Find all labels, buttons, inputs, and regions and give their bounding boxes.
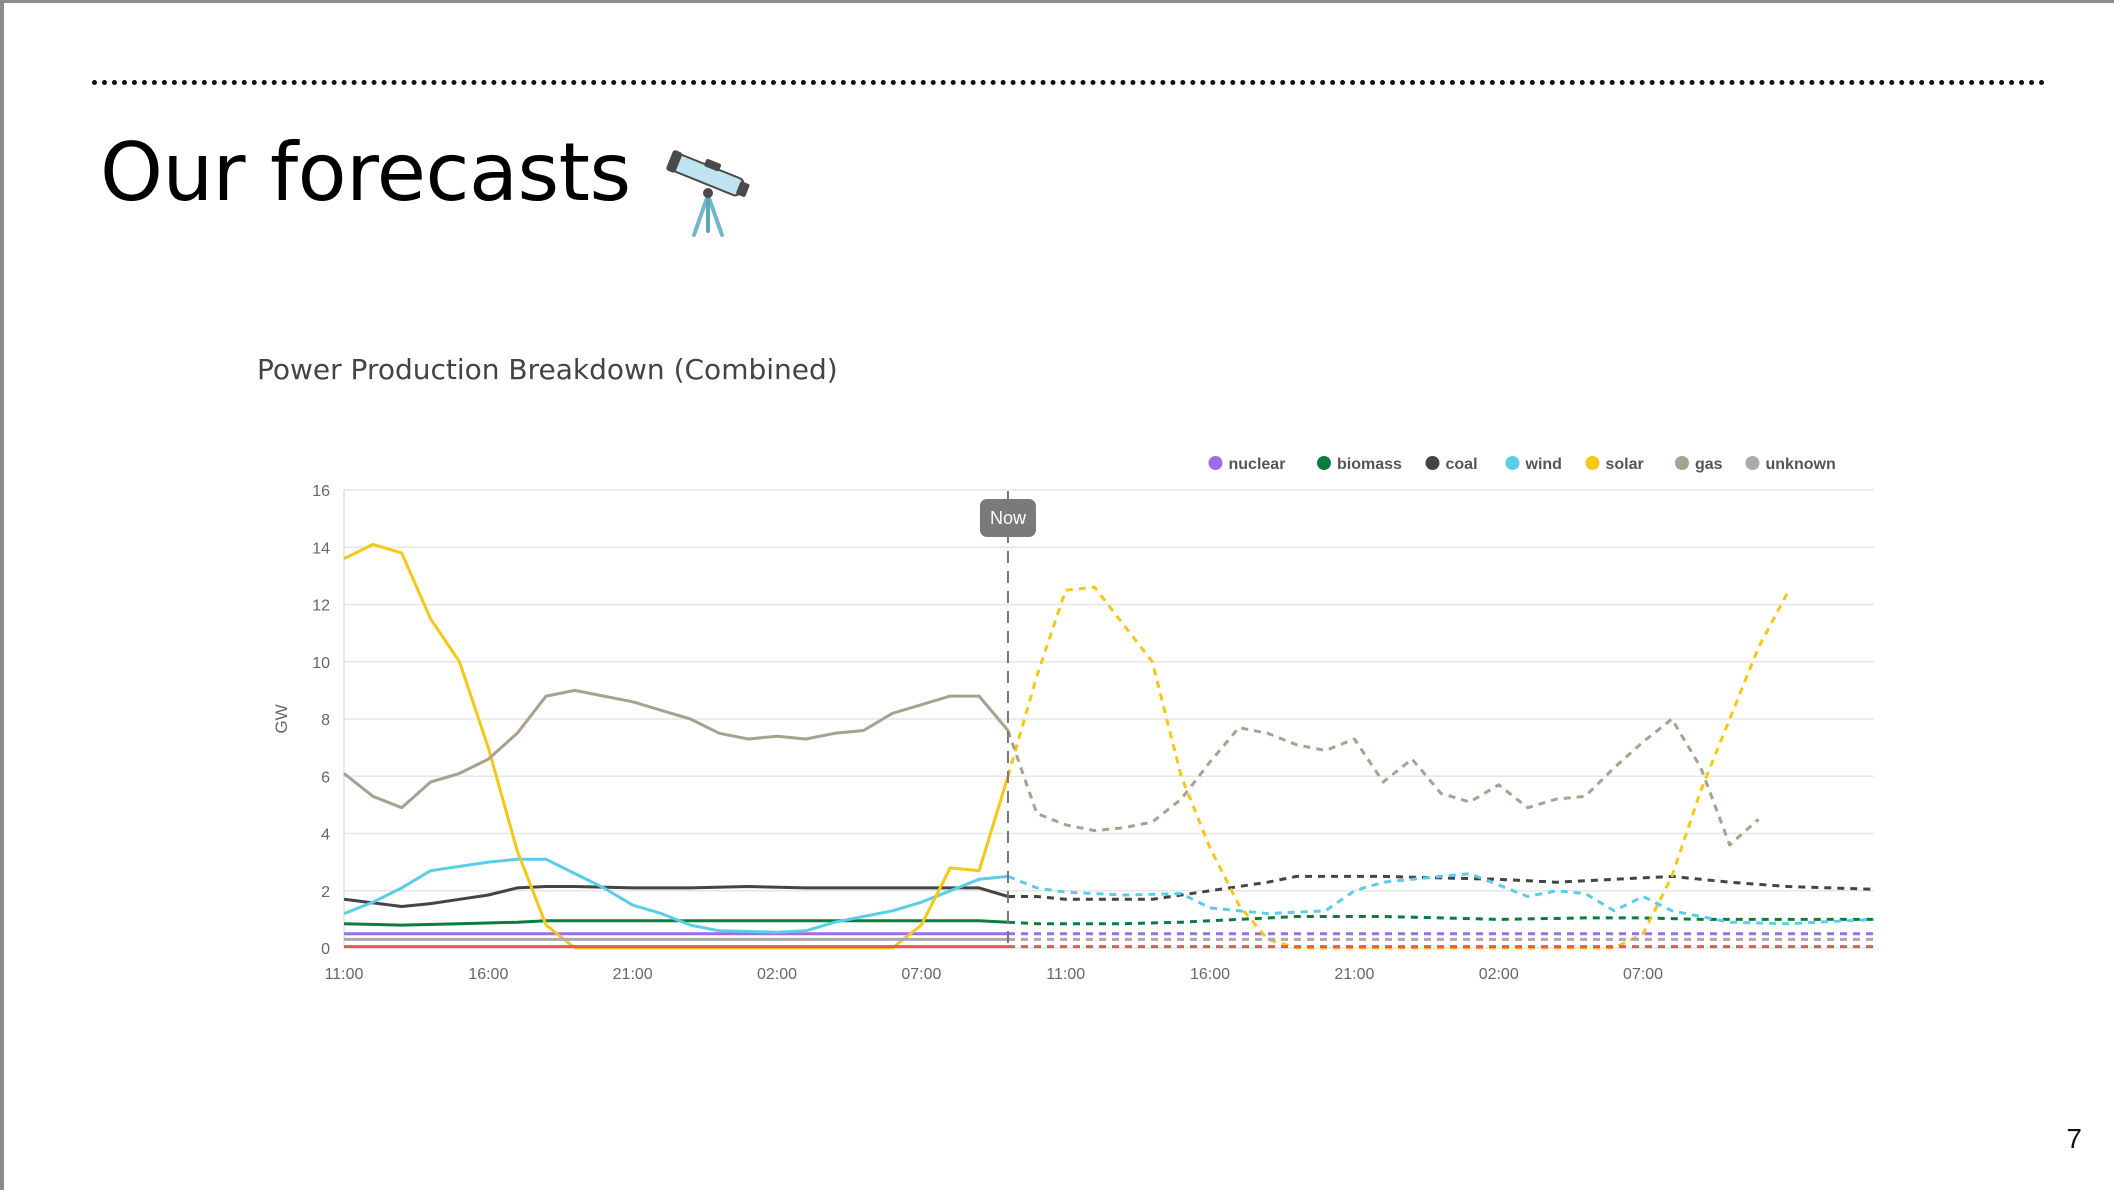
series-gas-line — [343, 688, 1010, 810]
chart-series — [343, 542, 1875, 950]
series-solar-forecast-line — [1006, 585, 1789, 950]
y-tick-label: 16 — [312, 483, 330, 500]
legend-swatch-nuclear — [1208, 456, 1223, 470]
page-number: 7 — [2066, 1123, 2082, 1154]
legend-swatch-coal — [1425, 456, 1440, 470]
legend-swatch-solar — [1585, 456, 1600, 470]
legend-swatch-wind — [1505, 456, 1520, 470]
series-wind-line — [343, 857, 1009, 934]
x-tick-label: 07:00 — [1623, 966, 1663, 983]
legend-label-biomass: biomass — [1337, 456, 1402, 473]
x-tick-label: 16:00 — [1190, 966, 1230, 983]
chart-legend: nuclear biomass coal wind solar gas unknown — [1208, 456, 1836, 473]
legend-label-gas: gas — [1695, 456, 1723, 473]
x-tick-label: 21:00 — [1334, 966, 1374, 983]
x-tick-label: 21:00 — [613, 966, 653, 983]
legend-label-solar: solar — [1606, 456, 1644, 473]
x-tick-label: 11:00 — [1046, 966, 1085, 983]
series-coal-forecast-line — [1008, 874, 1875, 901]
series-solar-line — [343, 542, 1010, 950]
chart-axes: 0 2 4 6 8 10 12 14 16 11:00 16:00 21:00 02:00 07:00 11… — [272, 483, 1663, 983]
y-tick-label: 12 — [312, 598, 330, 615]
x-tick-label: 02:00 — [757, 966, 797, 983]
power-production-chart: 0 2 4 6 8 10 12 14 16 11:00 16:00 21:00 02:00 07:00 11… — [272, 456, 1875, 983]
x-tick-label: 11:00 — [325, 966, 364, 983]
legend-label-unknown: unknown — [1766, 456, 1836, 473]
legend-swatch-gas — [1675, 456, 1689, 470]
legend-swatch-biomass — [1317, 456, 1331, 470]
now-badge — [979, 499, 1036, 537]
series-gas-forecast-line — [1006, 717, 1760, 847]
x-tick-label: 16:00 — [468, 966, 508, 983]
chart-grid — [343, 489, 1874, 949]
now-label: Now — [990, 508, 1027, 528]
x-tick-label: 07:00 — [901, 966, 941, 983]
slide-title: Our forecasts — [100, 126, 631, 219]
series-wind-forecast-line — [1007, 872, 1875, 926]
legend-label-wind: wind — [1525, 456, 1562, 473]
y-axis-title: GW — [272, 704, 291, 733]
chart-title: Power Production Breakdown (Combined) — [257, 353, 838, 386]
y-tick-label: 2 — [321, 884, 330, 901]
y-tick-label: 6 — [321, 769, 330, 786]
legend-label-nuclear: nuclear — [1229, 456, 1286, 473]
legend-swatch-unknown — [1745, 456, 1760, 470]
legend-label-coal: coal — [1446, 456, 1478, 473]
y-tick-label: 0 — [321, 941, 330, 958]
y-tick-label: 14 — [312, 540, 330, 557]
x-tick-label: 02:00 — [1479, 966, 1519, 983]
now-marker: Now — [979, 491, 1036, 948]
dotted-divider — [92, 80, 2046, 85]
series-biomass-forecast-line — [1007, 915, 1874, 926]
series-biomass-line — [343, 919, 1009, 927]
y-tick-label: 4 — [321, 827, 330, 844]
y-tick-label: 8 — [321, 712, 330, 729]
telescope-icon — [666, 150, 750, 237]
y-tick-label: 10 — [312, 655, 330, 672]
series-coal-line — [343, 885, 1009, 908]
